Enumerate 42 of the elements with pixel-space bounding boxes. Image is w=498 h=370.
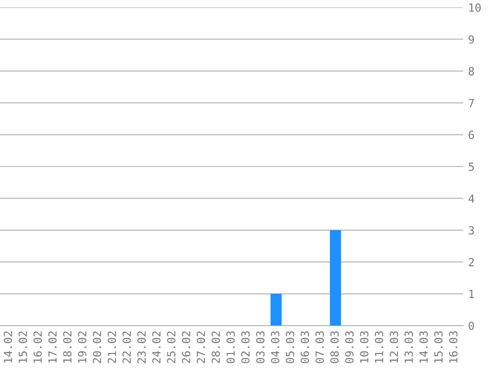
y-tick-label: 5 xyxy=(468,162,474,171)
y-tick-label: 7 xyxy=(468,99,474,108)
x-tick-label: 07.03 xyxy=(315,331,324,364)
x-tick-label: 14.02 xyxy=(4,331,12,363)
x-tick-label: 19.02 xyxy=(78,331,86,363)
x-tick-label: 09.03 xyxy=(345,331,354,364)
x-tick-label: 23.02 xyxy=(137,331,146,364)
x-tick-label: 16.03 xyxy=(449,331,458,363)
y-tick-label: 4 xyxy=(468,194,474,203)
x-tick-label: 02.03 xyxy=(241,331,250,364)
x-tick-label: 14.03 xyxy=(419,331,428,363)
x-tick-label: 05.03 xyxy=(286,331,294,364)
x-tick-label: 04.03 xyxy=(270,331,280,364)
x-tick-label: 25.02 xyxy=(167,331,176,364)
x-tick-label: 15.02 xyxy=(18,331,28,363)
x-tick-label: 21.02 xyxy=(108,331,116,364)
x-tick-label: 13.03 xyxy=(404,331,413,363)
x-tick-label: 17.02 xyxy=(48,331,57,363)
y-tick-label: 3 xyxy=(468,226,474,235)
x-tick-label: 28.02 xyxy=(212,331,220,364)
x-tick-label: 24.02 xyxy=(152,331,161,364)
x-tick-label: 22.02 xyxy=(122,331,131,364)
y-tick-label: 8 xyxy=(468,67,474,76)
x-tick-label: 03.03 xyxy=(256,331,265,364)
x-tick-label: 01.03 xyxy=(226,331,235,364)
x-tick-label: 26.02 xyxy=(182,331,190,364)
x-tick-label: 06.03 xyxy=(300,331,310,364)
y-tick-label: 9 xyxy=(468,35,474,44)
x-tick-label: 18.02 xyxy=(63,331,72,363)
x-tick-label: 11.03 xyxy=(374,331,384,363)
x-tick-label: 15.03 xyxy=(434,331,443,363)
x-tick-label: 08.03 xyxy=(330,331,339,364)
x-tick-label: 27.02 xyxy=(196,331,206,364)
x-tick-label: 16.02 xyxy=(33,331,42,363)
x-tick-label: 12.03 xyxy=(390,331,398,363)
y-tick-label: 10 xyxy=(469,3,481,12)
x-tick-label: 20.02 xyxy=(92,331,102,364)
y-tick-label: 0 xyxy=(468,322,474,330)
y-tick-label: 6 xyxy=(468,130,474,140)
y-tick-label: 1 xyxy=(469,290,474,298)
x-tick-label: 10.03 xyxy=(360,331,368,363)
y-tick-label: 2 xyxy=(468,258,474,266)
